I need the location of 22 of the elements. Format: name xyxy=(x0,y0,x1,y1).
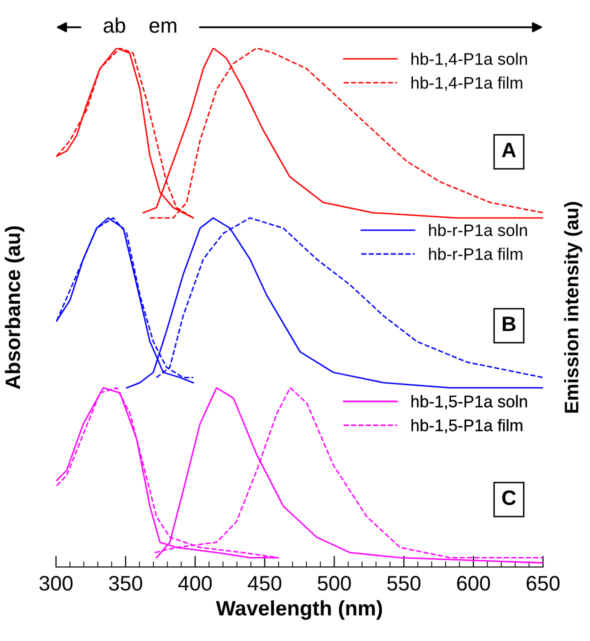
x-tick-label: 450 xyxy=(248,576,282,591)
x-tick-label: 600 xyxy=(457,576,490,591)
legend-label: hb-1,5-P1a soln xyxy=(411,395,527,410)
x-tick-label: 350 xyxy=(108,576,142,591)
x-tick-label: 650 xyxy=(526,576,560,591)
x-tick-label: 400 xyxy=(178,576,212,591)
annotation: B xyxy=(502,316,516,332)
text: em xyxy=(150,21,176,33)
x-tick-label: 550 xyxy=(387,576,420,591)
legend-label: hb-1,4-P1a soln xyxy=(411,52,527,67)
legend-label: hb-1,4-P1a film xyxy=(411,76,522,91)
text: ab xyxy=(104,18,126,33)
y2-axis-title: Emission intensity (au) xyxy=(564,202,582,413)
x-tick-label: 300 xyxy=(39,576,73,591)
x-axis-title: Wavelength (nm) xyxy=(216,600,382,620)
y-axis-title: Absorbance (au) xyxy=(4,226,24,390)
legend-label: hb-r-P1a film xyxy=(429,248,522,260)
legend-label: hb-1,5-P1a film xyxy=(411,419,522,434)
annotation: C xyxy=(502,490,516,506)
legend-label: hb-r-P1a soln xyxy=(429,224,527,236)
annotation: A xyxy=(502,142,516,158)
x-tick-label: 500 xyxy=(318,576,351,591)
